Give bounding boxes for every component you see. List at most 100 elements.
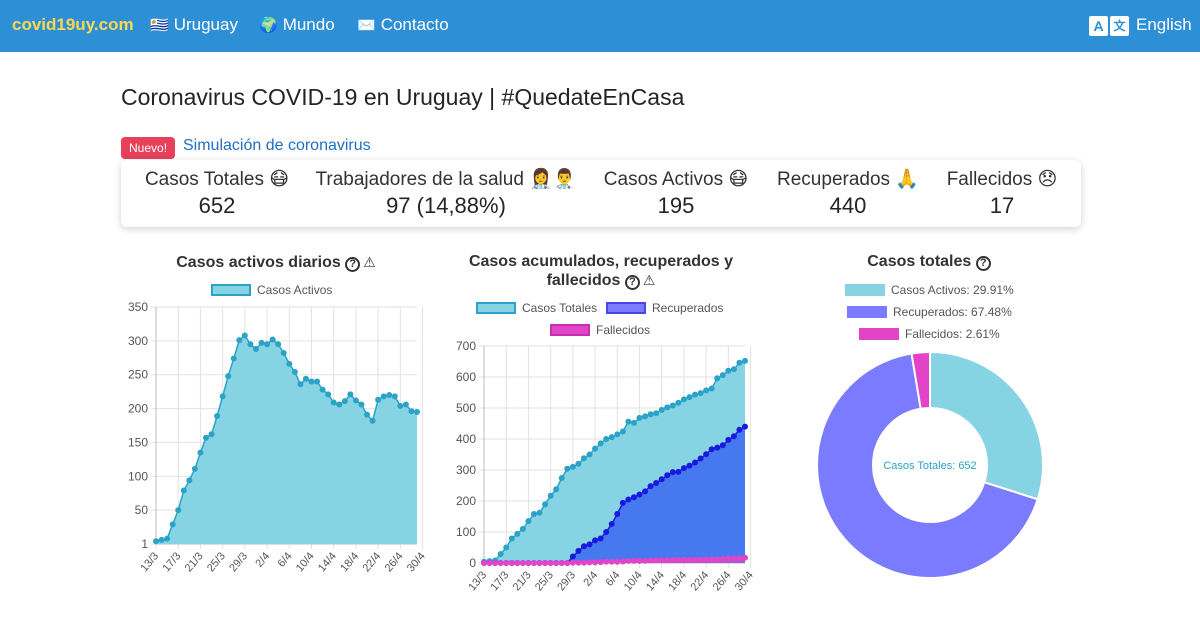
nav-link-uruguay-label: Uruguay <box>173 15 238 34</box>
stat-casos-totales-value: 652 <box>198 193 236 218</box>
data-point <box>697 455 704 462</box>
chart-totales-title: Casos totales ? <box>779 253 1079 271</box>
data-point <box>597 559 604 566</box>
data-point <box>736 555 743 562</box>
data-point <box>486 560 493 566</box>
data-point <box>252 345 259 352</box>
data-point <box>575 460 582 467</box>
globe-icon: 🌍 <box>259 17 278 34</box>
data-point <box>686 462 693 469</box>
nav-link-mundo[interactable]: 🌍 Mundo <box>259 15 335 35</box>
data-point <box>703 556 710 563</box>
data-point <box>714 444 721 451</box>
language-switch-link[interactable]: English <box>1136 15 1192 34</box>
stat-trabajadores-salud-value: 97 (14,88%) <box>386 193 506 218</box>
data-point <box>664 472 671 479</box>
data-point <box>336 401 343 408</box>
nav-link-uruguay[interactable]: 🇺🇾 Uruguay <box>150 15 238 35</box>
data-point <box>730 555 737 562</box>
data-point <box>636 491 643 498</box>
chart-acumulados: 700 600 500 400 300 200 100 013/3 17/3 21/3 25/3 29… <box>456 339 756 593</box>
x-tick-label: 13/3 <box>466 569 489 593</box>
data-point <box>369 417 376 424</box>
data-point <box>258 339 265 346</box>
chart-totales-legend-activos[interactable]: Casos Activos: 29.91% <box>845 283 1014 297</box>
data-point <box>736 359 743 366</box>
chart-totales-title-text: Casos totales <box>867 253 972 270</box>
data-point <box>708 385 715 392</box>
x-tick-label: 14/4 <box>316 550 339 574</box>
chart-totales-legend-fallecidos[interactable]: Fallecidos: 2.61% <box>859 327 1000 341</box>
y-tick-label: 700 <box>456 339 476 353</box>
chart-acumulados-legend-fallecidos[interactable]: Fallecidos <box>550 323 650 337</box>
x-tick-label: 29/3 <box>227 550 250 574</box>
data-point <box>614 511 621 518</box>
y-tick-label: 500 <box>456 401 476 415</box>
data-point <box>514 560 521 566</box>
data-point <box>719 556 726 563</box>
data-point <box>408 408 415 415</box>
y-tick-label: 350 <box>128 300 148 314</box>
data-point <box>697 390 704 397</box>
chart-acumulados-legend-recuperados[interactable]: Recuperados <box>606 301 723 315</box>
data-point <box>586 451 593 458</box>
x-tick-label: 18/4 <box>666 569 689 593</box>
data-point <box>619 428 626 435</box>
simulation-link[interactable]: Simulación de coronavirus <box>183 137 371 154</box>
help-icon[interactable]: ? <box>975 256 991 271</box>
data-point <box>275 341 282 348</box>
warning-icon[interactable]: ⚠ <box>642 272 656 288</box>
data-point <box>247 341 254 348</box>
data-point <box>525 518 532 525</box>
help-icon[interactable]: ? <box>345 257 361 272</box>
data-point <box>497 551 504 558</box>
chart-activos-legend-item[interactable]: Casos Activos <box>211 283 332 297</box>
data-point <box>202 434 209 441</box>
data-point <box>625 418 632 425</box>
data-point <box>614 558 621 565</box>
data-point <box>608 558 615 565</box>
x-tick-label: 26/4 <box>383 550 406 574</box>
data-point <box>725 555 732 562</box>
chart-acumulados-legend-totales[interactable]: Casos Totales <box>476 301 597 315</box>
data-point <box>319 386 326 393</box>
legend-label: Fallecidos: 2.61% <box>905 327 1000 341</box>
translate-icon[interactable]: A 文 <box>1089 16 1129 36</box>
data-point <box>497 560 504 566</box>
data-point <box>664 557 671 564</box>
data-point <box>241 332 248 339</box>
series-area <box>484 426 745 563</box>
data-point <box>658 557 665 564</box>
nav-link-contacto-label: Contacto <box>380 15 449 34</box>
chart-activos-title-text: Casos activos diarios <box>176 254 341 271</box>
brand-link[interactable]: covid19uy.com <box>12 15 134 34</box>
pie-slice <box>816 352 1039 579</box>
legend-swatch <box>847 306 887 318</box>
data-point <box>230 355 237 362</box>
warning-icon[interactable]: ⚠ <box>363 254 376 270</box>
data-point <box>530 511 537 518</box>
data-point <box>742 554 748 561</box>
data-point <box>364 411 371 418</box>
nav-link-contacto[interactable]: ✉️ Contacto <box>357 15 449 35</box>
data-point <box>658 476 665 483</box>
chart-totales-legend-recuperados[interactable]: Recuperados: 67.48% <box>847 305 1012 319</box>
data-point <box>675 399 682 406</box>
stat-fallecidos-label: Fallecidos 😞 <box>946 169 1058 190</box>
y-tick-label: 1 <box>141 537 148 551</box>
data-point <box>636 557 643 564</box>
data-point <box>592 445 599 452</box>
data-point <box>669 557 676 564</box>
legend-label: Casos Activos <box>257 283 333 297</box>
data-point <box>603 558 610 565</box>
chart-acumulados-title: Casos acumulados, recuperados y fallecid… <box>461 253 741 290</box>
help-icon[interactable]: ? <box>624 275 640 290</box>
data-point <box>675 556 682 563</box>
data-point <box>375 396 382 403</box>
data-point <box>686 556 693 563</box>
x-tick-label: 30/4 <box>405 550 428 574</box>
data-point <box>341 398 348 405</box>
data-point <box>508 560 515 566</box>
data-point <box>708 556 715 563</box>
data-point <box>297 381 304 388</box>
